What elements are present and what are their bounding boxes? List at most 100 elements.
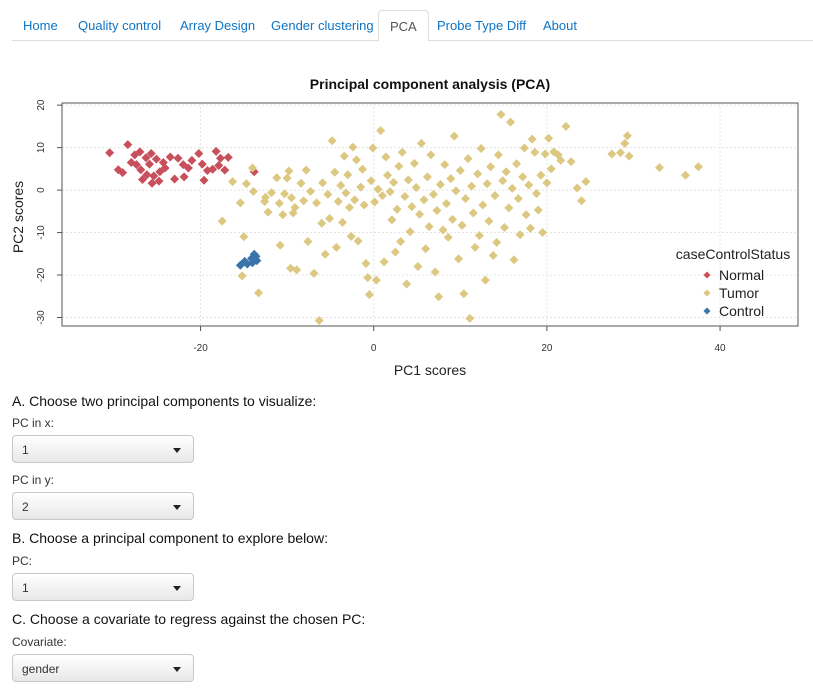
point-tumor [546,164,556,174]
point-tumor [267,188,277,198]
point-tumor [476,143,486,153]
point-tumor [312,198,322,208]
point-tumor [344,202,354,212]
point-tumor [278,210,288,220]
point-tumor [509,255,519,265]
point-tumor [430,267,440,277]
chevron-down-icon [173,448,181,453]
x-tick-label: 0 [371,343,377,354]
y-tick-label: 20 [36,99,47,111]
y-tick-label: -30 [36,310,47,325]
point-normal [179,172,189,182]
tab-pca[interactable]: PCA [378,10,429,42]
tab-array-design[interactable]: Array Design [180,18,256,33]
point-tumor [351,155,361,165]
pc-x-select[interactable]: 1 [12,435,194,463]
point-normal [223,152,233,162]
point-tumor [333,197,343,207]
point-tumor [484,216,494,226]
point-tumor [389,177,399,187]
point-tumor [525,223,535,233]
tab-quality-control[interactable]: Quality control [78,18,162,33]
point-tumor [290,202,300,212]
covariate-value: gender [22,662,60,676]
pc-y-select[interactable]: 2 [12,492,194,520]
point-normal [220,165,230,175]
tab-home[interactable]: Home [23,18,58,33]
point-tumor [607,149,617,159]
point-tumor [519,143,529,153]
point-tumor [338,217,348,227]
point-tumor [542,178,552,188]
point-tumor [493,150,503,160]
point-tumor [615,148,625,158]
point-tumor [299,196,309,206]
point-tumor [235,198,245,208]
point-tumor [532,188,542,198]
point-tumor [392,204,402,214]
point-tumor [383,170,393,180]
point-tumor [428,189,438,199]
x-tick-label: 40 [715,343,727,354]
point-normal [118,168,128,178]
point-tumor [237,271,247,281]
point-tumor [368,143,378,153]
point-tumor [397,147,407,157]
point-tumor [284,166,294,176]
point-tumor [501,167,511,177]
point-normal [131,160,141,170]
point-tumor [400,191,410,201]
point-tumor [396,236,406,246]
tab-gender-clustering[interactable]: Gender clustering [271,18,374,33]
point-normal [187,155,197,165]
point-tumor [272,173,282,183]
point-normal [183,163,193,173]
point-tumor [448,214,458,224]
point-tumor [421,244,431,254]
point-tumor [530,147,540,157]
point-tumor [361,259,371,269]
point-normal [149,171,159,181]
pc-label: PC: [12,554,33,568]
point-tumor [434,292,444,302]
point-tumor [419,195,429,205]
legend-swatch-control [703,307,711,315]
point-tumor [512,159,522,169]
point-tumor [274,198,284,208]
point-tumor [248,186,258,196]
data-points [105,109,703,325]
point-tumor [470,242,480,252]
x-tick-label: 20 [541,343,553,354]
point-tumor [577,196,587,206]
point-tumor [488,250,498,260]
point-tumor [373,184,383,194]
point-tumor [415,209,425,219]
point-tumor [402,279,412,289]
point-tumor [443,232,453,242]
point-tumor [394,161,404,171]
point-tumor [451,186,461,196]
point-tumor [556,155,566,165]
point-tumor [498,176,508,186]
tab-about[interactable]: About [543,18,577,33]
point-tumor [327,136,337,146]
point-tumor [455,166,465,176]
pc-select[interactable]: 1 [12,573,194,601]
plot-frame [61,102,799,327]
legend-title: caseControlStatus [676,246,790,262]
point-tumor [540,149,550,159]
point-tumor [486,162,496,172]
point-tumor [413,262,423,272]
point-tumor [507,183,517,193]
legend-label-tumor: Tumor [719,285,759,301]
point-tumor [409,158,419,168]
point-normal [165,152,175,162]
tab-probe-type-diff[interactable]: Probe Type Diff [437,18,527,33]
y-tick-label: -10 [36,225,47,240]
point-tumor [422,172,432,182]
covariate-select[interactable]: gender [12,654,194,682]
point-tumor [263,207,273,217]
point-tumor [241,179,251,189]
pc-x-label: PC in x: [12,416,55,430]
x-axis-ticks: -20 0 20 40 [193,326,726,354]
